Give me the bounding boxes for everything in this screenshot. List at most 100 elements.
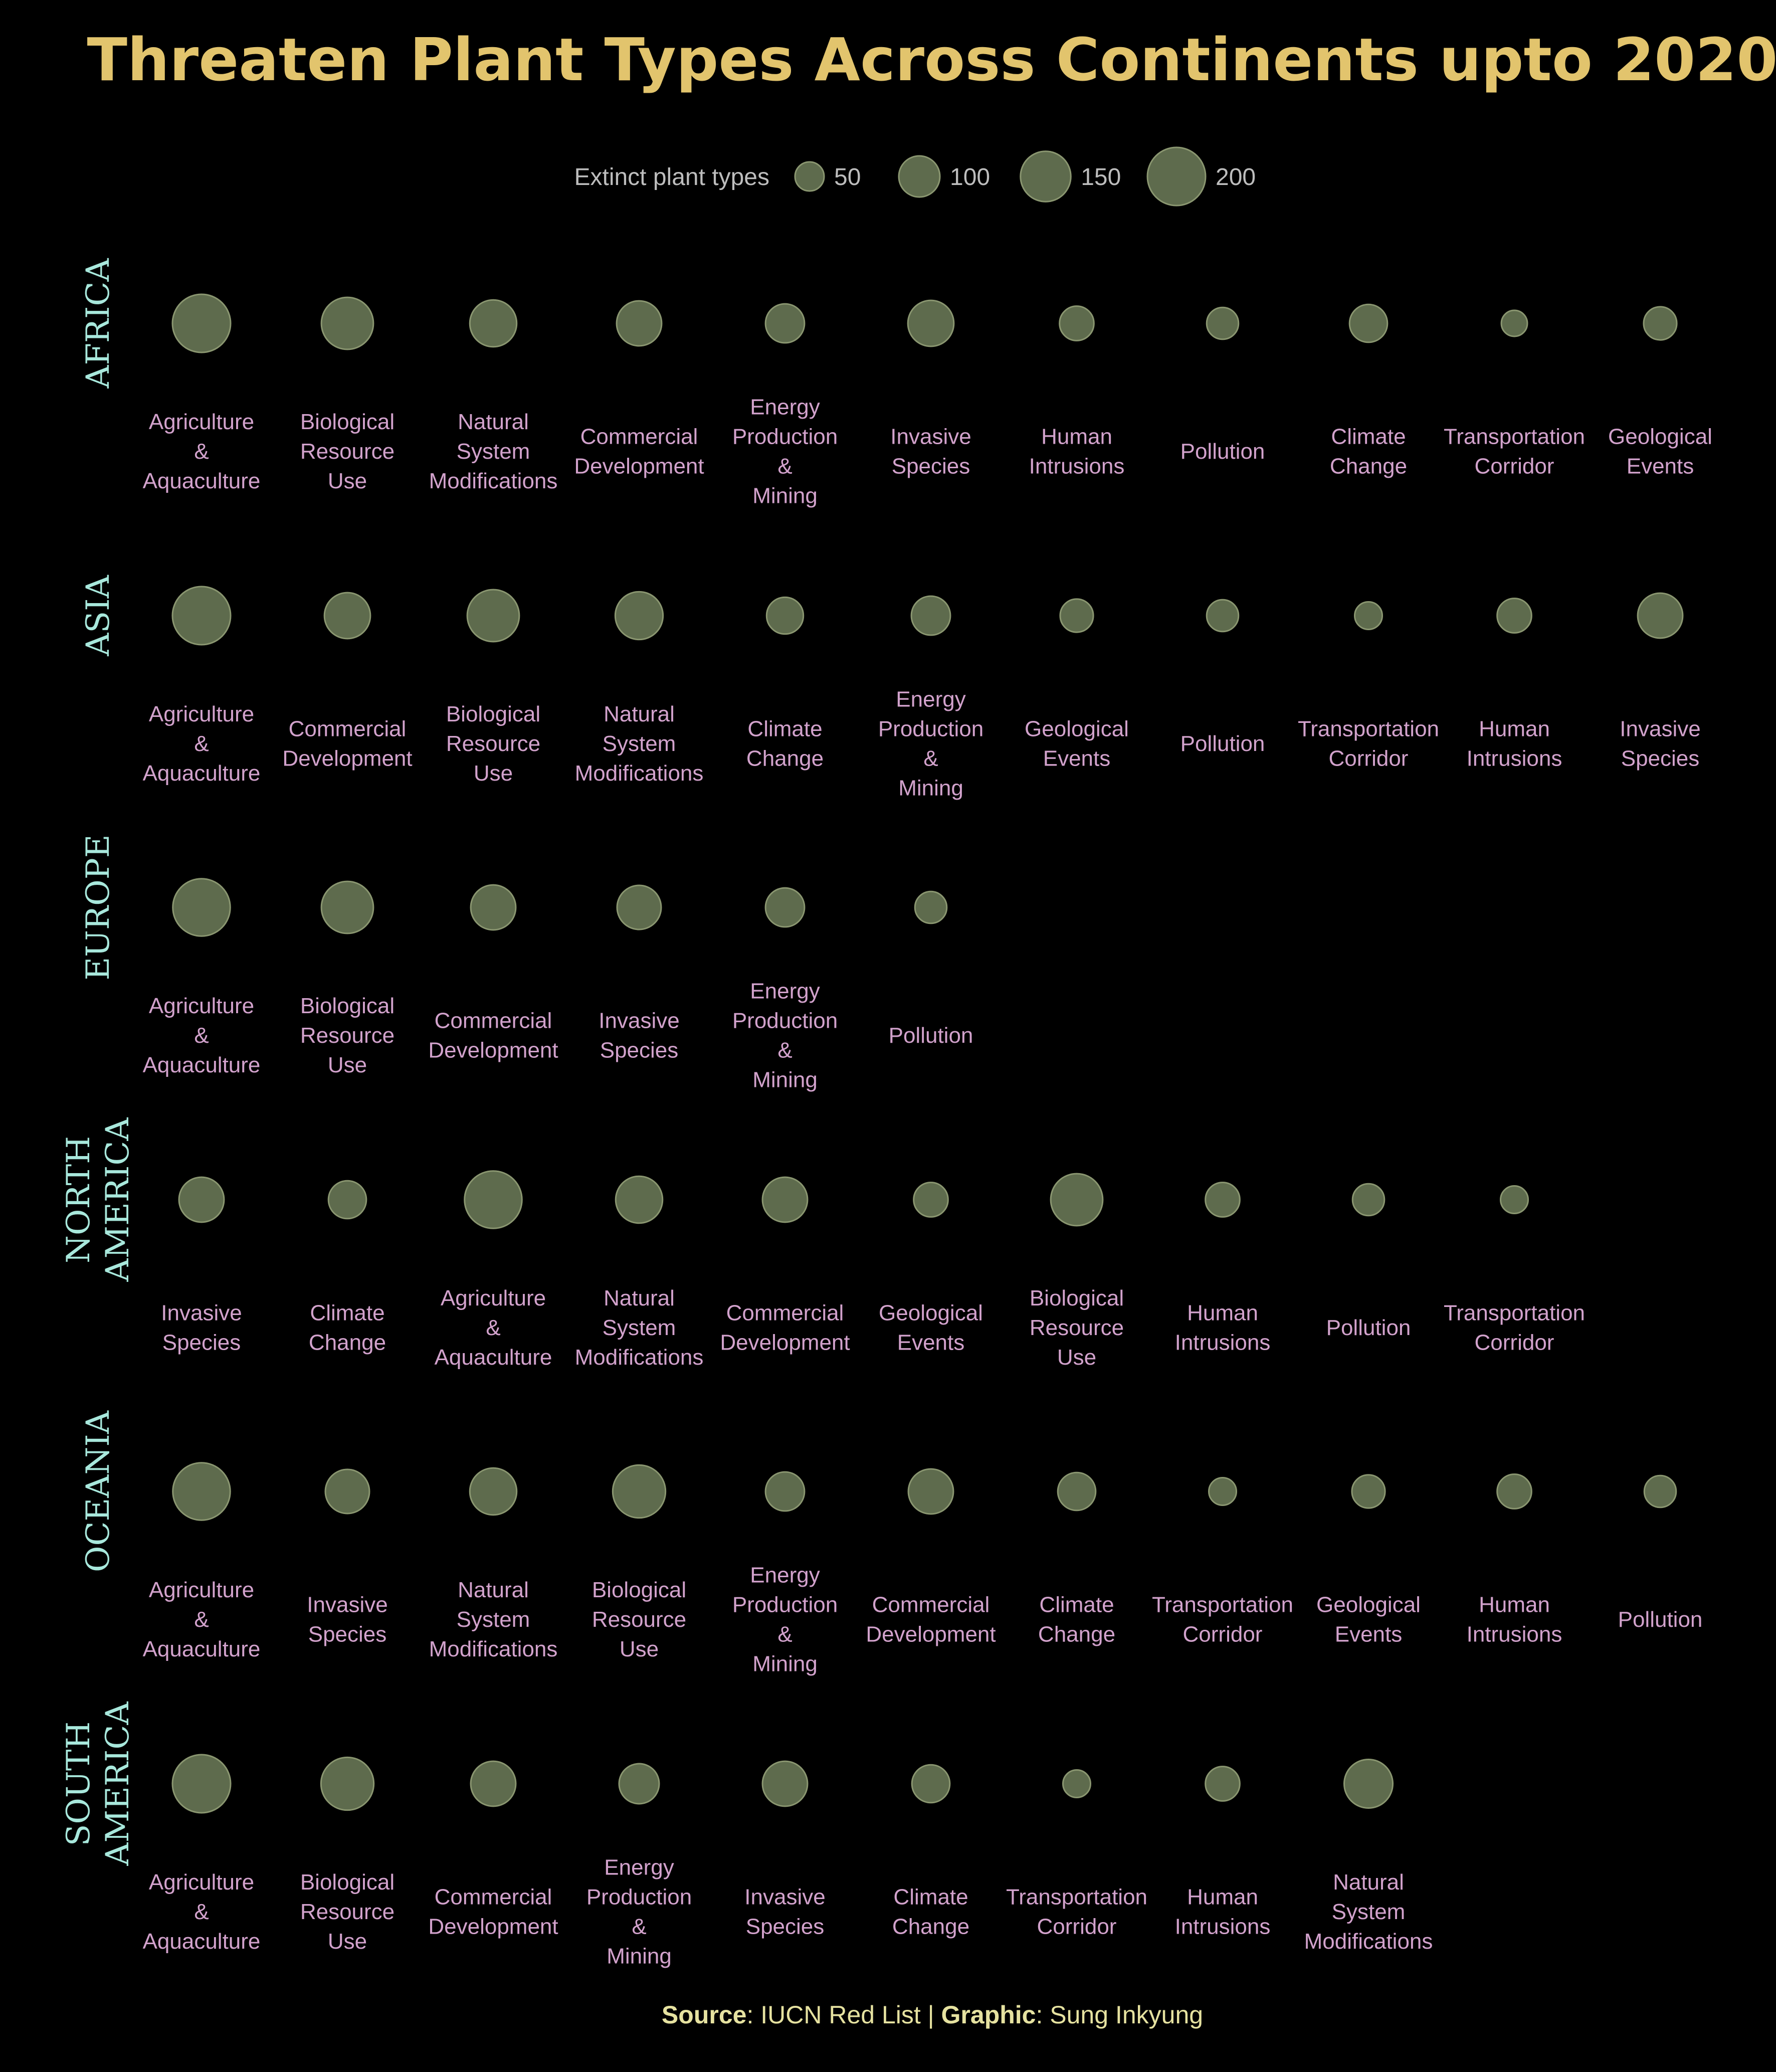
threat-label: Energy Production & Mining [732,395,838,508]
continent-label: ASIA [80,575,117,656]
threat-label: Human Intrusions [1029,425,1125,479]
bubble-human-intrusions [1059,305,1095,341]
bubble-transportation-corridor [1208,1476,1238,1506]
threat-label: Natural System Modifications [429,410,558,493]
threat-label: Agriculture & Aquaculture [143,1870,261,1954]
bubble-natural-system-modifications [614,591,664,641]
bubble-natural-system-modifications [469,1467,518,1516]
bubble-invasive-species [1637,592,1684,639]
threat-label: Biological Resource Use [446,702,540,786]
threat-label: Climate Change [746,717,824,771]
bubble-pollution [914,890,948,924]
threat-label: Natural System Modifications [429,1578,558,1661]
bubble-biological-resource-use [466,589,520,643]
continent-label: SOUTHAMERICA [60,1702,136,1866]
bubble-biological-resource-use [320,1756,375,1811]
threat-label: Human Intrusions [1175,1301,1271,1355]
row-north-america: NORTHAMERICA Invasive Species Climate Change… [60,1117,1585,1370]
threat-label: Human Intrusions [1467,1593,1562,1647]
legend-bubble-100 [898,155,941,198]
bubble-agriculture-and-aquaculture [172,1462,231,1521]
row-africa: AFRICA Agriculture & Aquaculture Biological R… [80,258,1712,508]
bubble-energy-production-and-mining [764,1471,806,1512]
threat-label: Commercial Development [866,1593,996,1647]
bubble-agriculture-and-aquaculture [171,293,232,353]
bubble-energy-production-and-mining [764,303,806,344]
bubble-commercial-development [470,1760,517,1807]
threat-label: Commercial Development [720,1301,850,1355]
threat-label: Biological Resource Use [592,1578,686,1661]
bubble-pollution [1206,306,1240,340]
bubble-transportation-corridor [1062,1769,1092,1799]
bubble-natural-system-modifications [1343,1758,1394,1809]
threat-label: Biological Resource Use [300,410,394,493]
continent-label: AFRICA [80,258,117,389]
threat-label: Invasive Species [599,1009,679,1063]
bubble-natural-system-modifications [615,1175,664,1224]
threat-label: Pollution [1618,1607,1703,1632]
bubble-energy-production-and-mining [910,595,951,636]
legend-bubble-200 [1146,146,1207,207]
source-value: : IUCN Red List | [746,2001,941,2029]
threat-label: Transportation Corridor [1152,1593,1293,1647]
bubble-geological-events [1643,306,1678,341]
threat-label: Climate Change [1038,1593,1115,1647]
bubble-climate-change [911,1764,951,1804]
threat-label: Climate Change [892,1885,969,1939]
bubble-human-intrusions [1496,598,1532,634]
chart-rows: AFRICA Agriculture & Aquaculture Biological R… [60,258,1712,1969]
threat-label: Commercial Development [574,425,704,479]
bubble-pollution [1206,599,1240,633]
bubble-transportation-corridor [1353,601,1384,631]
bubble-biological-resource-use [320,296,374,350]
threat-label: Biological Resource Use [300,994,394,1077]
threat-label: Pollution [1180,439,1265,464]
bubble-climate-change [1057,1471,1097,1512]
bubble-invasive-species [178,1176,225,1223]
threat-label: Natural System Modifications [575,1286,704,1370]
legend-title: Extinct plant types [574,164,769,191]
threat-label: Invasive Species [307,1593,387,1647]
threat-label: Energy Production & Mining [732,1563,838,1676]
row-europe: EUROPE Agriculture & Aquaculture Biological R… [80,834,973,1092]
bubble-commercial-development [907,1468,954,1515]
bubble-pollution [1643,1474,1677,1509]
threat-label: Invasive Species [890,425,971,479]
bubble-geological-events [913,1182,949,1218]
threat-label: Agriculture & Aquaculture [143,1578,261,1661]
threat-label: Climate Change [309,1301,386,1355]
threat-label: Biological Resource Use [300,1870,394,1954]
threat-label: Transportation Corridor [1298,717,1439,771]
source-label: Source [662,2001,747,2029]
legend-size-label: 50 [834,164,861,191]
legend-size-label: 150 [1081,164,1121,191]
bubble-agriculture-and-aquaculture [171,586,232,646]
threat-label: Invasive Species [161,1301,242,1355]
bubble-pollution [1351,1183,1386,1217]
threat-label: Energy Production & Mining [586,1855,692,1969]
bubble-energy-production-and-mining [618,1763,660,1805]
bubble-human-intrusions [1205,1766,1241,1802]
threat-label: Energy Production & Mining [878,687,983,801]
legend-bubble-50 [794,161,825,192]
threat-label: Transportation Corridor [1444,1301,1585,1355]
threat-label: Commercial Development [282,717,412,771]
threat-label: Climate Change [1330,425,1407,479]
threat-label: Transportation Corridor [1444,425,1585,479]
bubble-agriculture-and-aquaculture [172,878,231,937]
legend-size-label: 200 [1216,164,1256,191]
bubble-geological-events [1351,1474,1386,1509]
bubble-invasive-species [324,1468,370,1515]
threat-label: Biological Resource Use [1030,1286,1124,1370]
threat-label: Pollution [1326,1315,1411,1340]
bubble-energy-production-and-mining [764,887,806,928]
bubble-invasive-species [761,1760,809,1807]
threat-label: Agriculture & Aquaculture [143,410,261,493]
legend-size-label: 100 [950,164,990,191]
threat-label: Human Intrusions [1175,1885,1271,1939]
chart-title: Threaten Plant Types Across Continents u… [87,25,1776,94]
bubble-invasive-species [907,299,955,347]
